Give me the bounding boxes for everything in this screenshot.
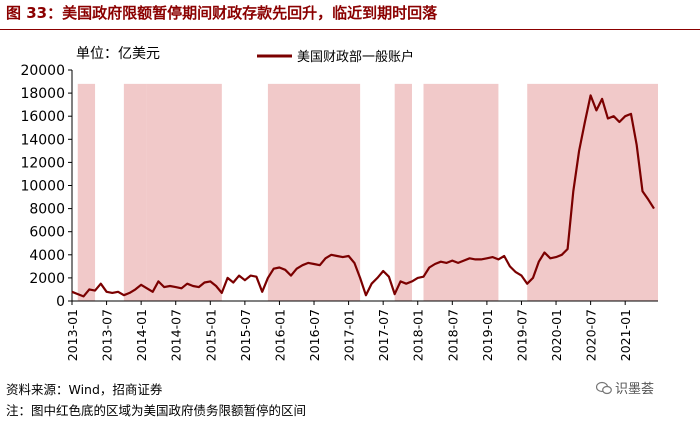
- legend-label: 美国财政部一般账户: [297, 49, 414, 65]
- series-lines: [71, 94, 655, 298]
- x-tick-label: 2020-01: [549, 309, 564, 361]
- y-tick-label: 10000: [20, 179, 65, 195]
- legend: 美国财政部一般账户: [257, 49, 414, 65]
- y-tick-label: 20000: [20, 63, 65, 79]
- y-tick-label: 8000: [29, 202, 65, 218]
- footnote: 注：图中红色底的区域为美国政府债务限额暂停的区间: [6, 403, 307, 418]
- x-tick-label: 2014-07: [169, 309, 184, 361]
- x-tick-label: 2019-01: [480, 309, 495, 361]
- x-tick-label: 2016-07: [307, 309, 322, 361]
- shaded-period-3: [146, 83, 222, 301]
- watermark-text: 识墨荟: [615, 382, 655, 397]
- wechat-icon: [596, 381, 612, 394]
- x-tick-label: 2016-01: [272, 309, 287, 361]
- x-tick-label: 2018-01: [411, 309, 426, 361]
- x-tick-label: 2013-07: [100, 309, 115, 361]
- x-tick-label: 2015-01: [203, 309, 218, 361]
- shaded-period-1: [77, 83, 96, 301]
- y-tick-label: 2000: [29, 271, 65, 287]
- series-line-1: [71, 94, 655, 298]
- source-note: 资料来源：Wind，招商证券: [6, 382, 163, 397]
- x-tick-label: 2014-01: [134, 309, 149, 361]
- title-underline: [0, 29, 700, 30]
- shaded-period-2: [123, 83, 147, 301]
- unit-label: 单位：亿美元: [76, 46, 160, 62]
- y-tick-label: 18000: [20, 86, 65, 102]
- x-axis-ticks: 2013-01 2013-07 2014-01 2014-07 2015-01 2015-…: [65, 301, 633, 361]
- x-tick-label: 2018-07: [445, 309, 460, 361]
- y-tick-label: 4000: [29, 248, 65, 264]
- x-tick-label: 2017-07: [376, 309, 391, 361]
- shaded-period-6: [423, 83, 499, 301]
- x-tick-label: 2021-01: [618, 309, 633, 361]
- shaded-period-5: [394, 83, 412, 301]
- x-tick-label: 2020-07: [584, 309, 599, 361]
- shaded-period-7: [527, 83, 658, 301]
- figure-title: 图 33：美国政府限额暂停期间财政存款先回升，临近到期时回落: [6, 4, 438, 22]
- x-tick-label: 2015-07: [238, 309, 253, 361]
- y-tick-label: 14000: [20, 132, 65, 148]
- y-tick-label: 6000: [29, 225, 65, 241]
- x-tick-label: 2017-01: [342, 309, 357, 361]
- watermark: 识墨荟: [596, 378, 654, 397]
- x-tick-label: 2013-01: [65, 309, 80, 361]
- y-tick-label: 12000: [20, 155, 65, 171]
- y-tick-label: 0: [56, 294, 65, 310]
- y-tick-label: 16000: [20, 109, 65, 125]
- x-tick-label: 2019-07: [514, 309, 529, 361]
- shaded-periods: [77, 83, 658, 301]
- y-axis-ticks: 0 2000 4000 6000 8000 10000 12000 14000 16000 180…: [20, 63, 72, 310]
